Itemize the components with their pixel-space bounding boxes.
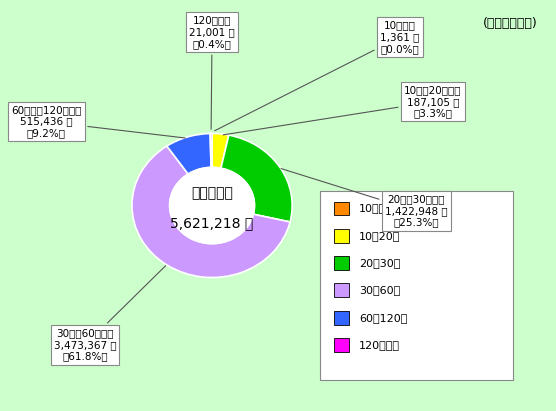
Text: 30分以60分未満
3,473,367 件
（61.8%）: 30分以60分未満 3,473,367 件 （61.8%） xyxy=(54,266,166,362)
Text: 120分以上
21,001 件
（0.4%）: 120分以上 21,001 件 （0.4%） xyxy=(189,16,235,129)
Text: 60分以上120分未満
515,436 件
（9.2%）: 60分以上120分未満 515,436 件 （9.2%） xyxy=(11,105,185,138)
Text: 30～60分: 30～60分 xyxy=(359,285,400,296)
Wedge shape xyxy=(132,146,290,277)
Text: 60～120分: 60～120分 xyxy=(359,313,408,323)
Text: 全搬送人員: 全搬送人員 xyxy=(191,186,233,200)
Bar xyxy=(334,256,349,270)
Text: 20分以30分未満
1,422,948 件
（25.3%）: 20分以30分未満 1,422,948 件 （25.3%） xyxy=(281,169,448,228)
Bar xyxy=(334,284,349,298)
Bar xyxy=(334,338,349,352)
FancyBboxPatch shape xyxy=(320,191,513,380)
Text: 120分以上: 120分以上 xyxy=(359,340,400,350)
Text: 10分以20分未満
187,105 件
（3.3%）: 10分以20分未満 187,105 件 （3.3%） xyxy=(223,85,462,135)
Text: 10～20分: 10～20分 xyxy=(359,231,400,241)
Circle shape xyxy=(170,167,255,244)
Bar xyxy=(334,201,349,215)
Wedge shape xyxy=(210,134,212,167)
Bar xyxy=(334,311,349,325)
Text: (平成２８年中): (平成２８年中) xyxy=(483,17,538,30)
Wedge shape xyxy=(167,134,211,174)
Text: 10分未満
1,361 件
（0.0%）: 10分未満 1,361 件 （0.0%） xyxy=(215,21,420,131)
Text: 20～30分: 20～30分 xyxy=(359,258,400,268)
Text: 5,621,218 人: 5,621,218 人 xyxy=(171,216,254,230)
Bar xyxy=(334,229,349,243)
Text: 10分未満: 10分未満 xyxy=(359,203,393,213)
Wedge shape xyxy=(212,134,229,168)
Wedge shape xyxy=(221,135,292,222)
